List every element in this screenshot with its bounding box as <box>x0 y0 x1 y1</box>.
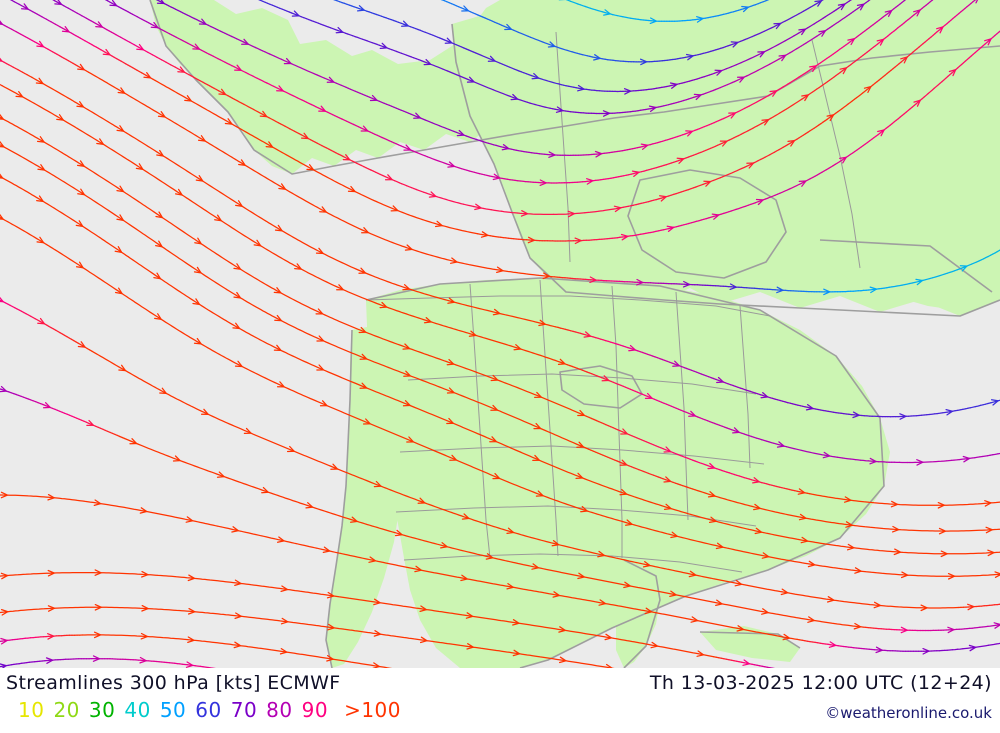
coastline-path-6 <box>819 239 993 293</box>
coastline-path-7 <box>627 169 787 279</box>
copyright-label: ©weatheronline.co.uk <box>825 704 992 722</box>
legend-entry-40: 40 <box>124 698 151 722</box>
legend-entry-70: 70 <box>230 698 258 722</box>
border-path-6 <box>739 305 751 469</box>
coastline-layer <box>149 0 1000 668</box>
land-polygon-3 <box>326 326 402 668</box>
border-path-10 <box>811 39 861 269</box>
legend-entry-10: 10 <box>18 698 45 722</box>
border-path-4 <box>611 285 623 558</box>
coastline-path-0 <box>149 0 1000 175</box>
map-footer: Streamlines 300 hPa [kts] ECMWF Th 13-03… <box>0 668 1000 733</box>
border-path-11 <box>555 31 571 263</box>
border-path-1 <box>403 553 743 573</box>
legend-entry-90: 90 <box>301 698 329 722</box>
legend-entry-50: 50 <box>159 698 187 722</box>
legend-entry-30: 30 <box>88 698 116 722</box>
border-path-5 <box>675 291 689 521</box>
valid-time-label: Th 13-03-2025 12:00 UTC (12+24) <box>649 672 992 694</box>
land-polygon-6 <box>820 232 992 312</box>
legend-entry-110: >100 <box>344 698 402 722</box>
map-canvas[interactable] <box>0 0 1000 668</box>
border-path-0 <box>365 295 771 317</box>
border-path-7 <box>407 373 757 395</box>
border-path-3 <box>539 279 559 557</box>
border-path-2 <box>469 283 491 559</box>
coastline-path-8 <box>559 365 643 409</box>
legend-entry-80: 80 <box>266 698 293 722</box>
legend-entry-20: 20 <box>53 698 80 722</box>
streamline-layer <box>0 0 1000 668</box>
legend-entry-60: 60 <box>195 698 222 722</box>
map-title: Streamlines 300 hPa [kts] ECMWF <box>6 672 341 694</box>
coastline-path-4 <box>623 559 661 668</box>
coastline-path-5 <box>699 631 801 649</box>
streamline-map-svg[interactable] <box>0 0 1000 668</box>
coastline-path-1 <box>451 23 1000 317</box>
coastline-path-3 <box>365 277 885 668</box>
speed-legend: 10 20 30 40 50 60 70 80 90 >100 <box>18 698 401 722</box>
